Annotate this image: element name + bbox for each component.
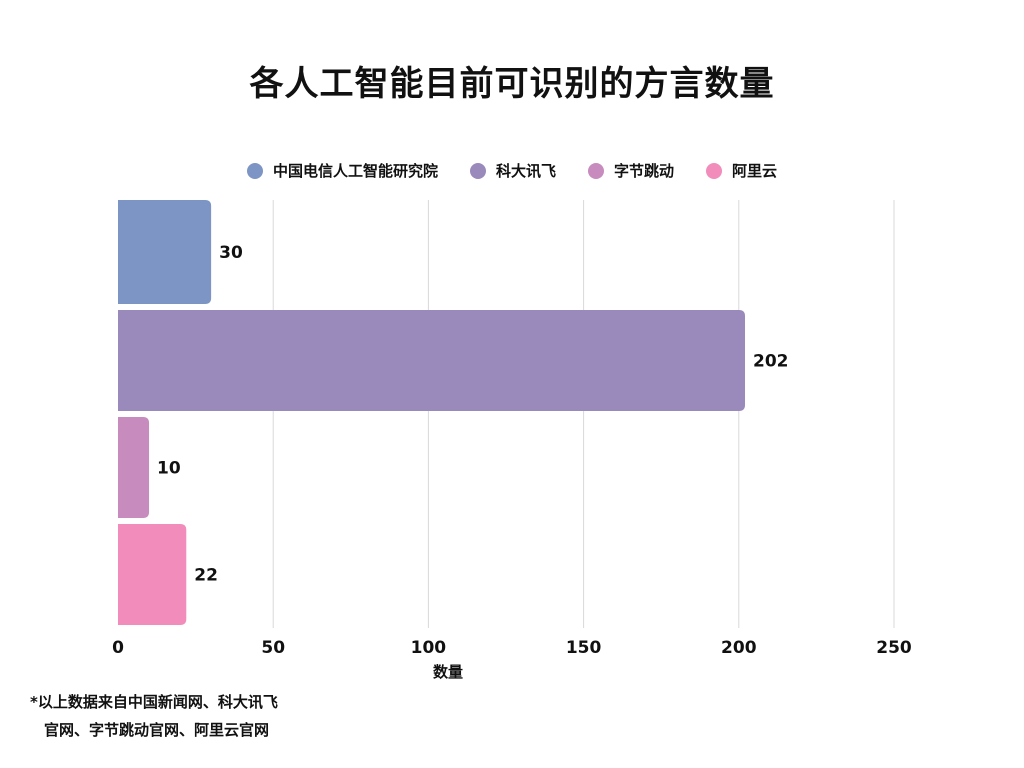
bar-2 [118,417,150,518]
x-tick-label: 50 [261,638,285,658]
footnote-line-2: 官网、字节跳动官网、阿里云官网 [44,721,270,739]
legend-dot-aliyun [706,162,723,179]
bar-3 [118,524,187,625]
legend-item-aliyun: 阿里云 [706,160,777,181]
x-tick-label: 0 [112,638,124,658]
bar-1 [118,310,746,411]
legend-item-iflytek: 科大讯飞 [469,160,556,181]
legend-label-aliyun: 阿里云 [732,162,778,180]
bar-value-label: 22 [194,566,218,586]
legend-label-iflytek: 科大讯飞 [495,162,556,180]
x-axis-label: 数量 [433,663,463,681]
legend-item-bytedance: 字节跳动 [588,160,674,181]
chart-title: 各人工智能目前可识别的方言数量 [249,64,775,104]
legend-item-telecom: 中国电信人工智能研究院 [246,160,438,181]
legend-label-bytedance: 字节跳动 [614,162,675,180]
bar-value-label: 10 [157,459,181,479]
bar-0 [118,200,212,304]
footnote-line-1: *以上数据来自中国新闻网、科大讯飞 [30,693,278,711]
x-tick-label: 150 [566,638,602,658]
source-footnote: *以上数据来自中国新闻网、科大讯飞 官网、字节跳动官网、阿里云官网 [30,688,360,744]
legend-dot-iflytek [469,162,486,179]
x-tick-label: 200 [721,638,757,658]
x-tick-label: 250 [876,638,912,658]
x-tick-label: 100 [411,638,447,658]
chart-legend: 中国电信人工智能研究院 科大讯飞 字节跳动 阿里云 [0,160,1024,181]
legend-label-telecom: 中国电信人工智能研究院 [272,162,438,180]
legend-dot-bytedance [588,162,604,179]
bar-value-label: 30 [219,243,243,263]
legend-dot-telecom [246,162,263,179]
bar-value-label: 202 [753,352,789,372]
